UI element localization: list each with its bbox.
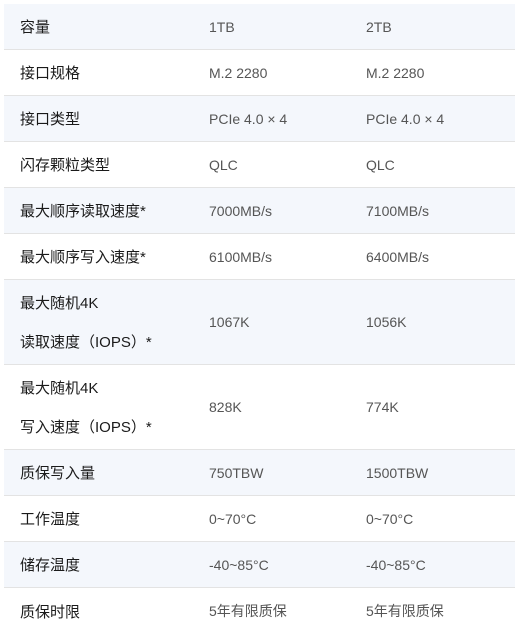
row-rand-read: 最大随机4K 读取速度（IOPS）* 1067K 1056K — [4, 280, 515, 365]
label-warranty: 质保时限 — [4, 589, 201, 634]
val-op-temp-2tb: 0~70°C — [358, 499, 515, 539]
val-op-temp-1tb: 0~70°C — [201, 499, 358, 539]
val-seq-write-2tb: 6400MB/s — [358, 237, 515, 277]
row-seq-write: 最大顺序写入速度* 6100MB/s 6400MB/s — [4, 234, 515, 280]
label-interface: 接口类型 — [4, 96, 201, 141]
row-interface: 接口类型 PCIe 4.0 × 4 PCIe 4.0 × 4 — [4, 96, 515, 142]
val-form-factor-2tb: M.2 2280 — [358, 53, 515, 93]
label-rand-write: 最大随机4K 写入速度（IOPS）* — [4, 365, 201, 449]
label-op-temp: 工作温度 — [4, 496, 201, 541]
val-capacity-2tb: 2TB — [358, 7, 515, 47]
row-form-factor: 接口规格 M.2 2280 M.2 2280 — [4, 50, 515, 96]
label-rand-read-line1: 最大随机4K — [20, 292, 201, 313]
row-seq-read: 最大顺序读取速度* 7000MB/s 7100MB/s — [4, 188, 515, 234]
val-nand-type-2tb: QLC — [358, 145, 515, 185]
label-rand-read: 最大随机4K 读取速度（IOPS）* — [4, 280, 201, 364]
label-rand-write-line2: 写入速度（IOPS）* — [20, 416, 201, 437]
row-nand-type: 闪存颗粒类型 QLC QLC — [4, 142, 515, 188]
val-tbw-1tb: 750TBW — [201, 453, 358, 493]
val-seq-read-1tb: 7000MB/s — [201, 191, 358, 231]
val-interface-2tb: PCIe 4.0 × 4 — [358, 99, 515, 139]
val-tbw-2tb: 1500TBW — [358, 453, 515, 493]
label-seq-write: 最大顺序写入速度* — [4, 234, 201, 279]
label-storage-temp: 储存温度 — [4, 542, 201, 587]
row-tbw: 质保写入量 750TBW 1500TBW — [4, 450, 515, 496]
val-form-factor-1tb: M.2 2280 — [201, 53, 358, 93]
row-op-temp: 工作温度 0~70°C 0~70°C — [4, 496, 515, 542]
row-storage-temp: 储存温度 -40~85°C -40~85°C — [4, 542, 515, 588]
val-nand-type-1tb: QLC — [201, 145, 358, 185]
label-tbw: 质保写入量 — [4, 450, 201, 495]
val-storage-temp-1tb: -40~85°C — [201, 545, 358, 585]
row-capacity: 容量 1TB 2TB — [4, 4, 515, 50]
val-rand-write-1tb: 828K — [201, 387, 358, 427]
val-seq-write-1tb: 6100MB/s — [201, 237, 358, 277]
val-rand-read-1tb: 1067K — [201, 302, 358, 342]
row-rand-write: 最大随机4K 写入速度（IOPS）* 828K 774K — [4, 365, 515, 450]
val-warranty-2tb: 5年有限质保 — [358, 589, 515, 633]
label-seq-read: 最大顺序读取速度* — [4, 188, 201, 233]
label-nand-type: 闪存颗粒类型 — [4, 142, 201, 187]
spec-table: 容量 1TB 2TB 接口规格 M.2 2280 M.2 2280 接口类型 P… — [4, 4, 515, 634]
label-capacity: 容量 — [4, 4, 201, 49]
val-seq-read-2tb: 7100MB/s — [358, 191, 515, 231]
label-rand-read-line2: 读取速度（IOPS）* — [20, 331, 201, 352]
label-form-factor: 接口规格 — [4, 50, 201, 95]
val-rand-read-2tb: 1056K — [358, 302, 515, 342]
val-interface-1tb: PCIe 4.0 × 4 — [201, 99, 358, 139]
val-storage-temp-2tb: -40~85°C — [358, 545, 515, 585]
label-rand-write-line1: 最大随机4K — [20, 377, 201, 398]
val-capacity-1tb: 1TB — [201, 7, 358, 47]
val-warranty-1tb: 5年有限质保 — [201, 589, 358, 633]
val-rand-write-2tb: 774K — [358, 387, 515, 427]
row-warranty: 质保时限 5年有限质保 5年有限质保 — [4, 588, 515, 634]
